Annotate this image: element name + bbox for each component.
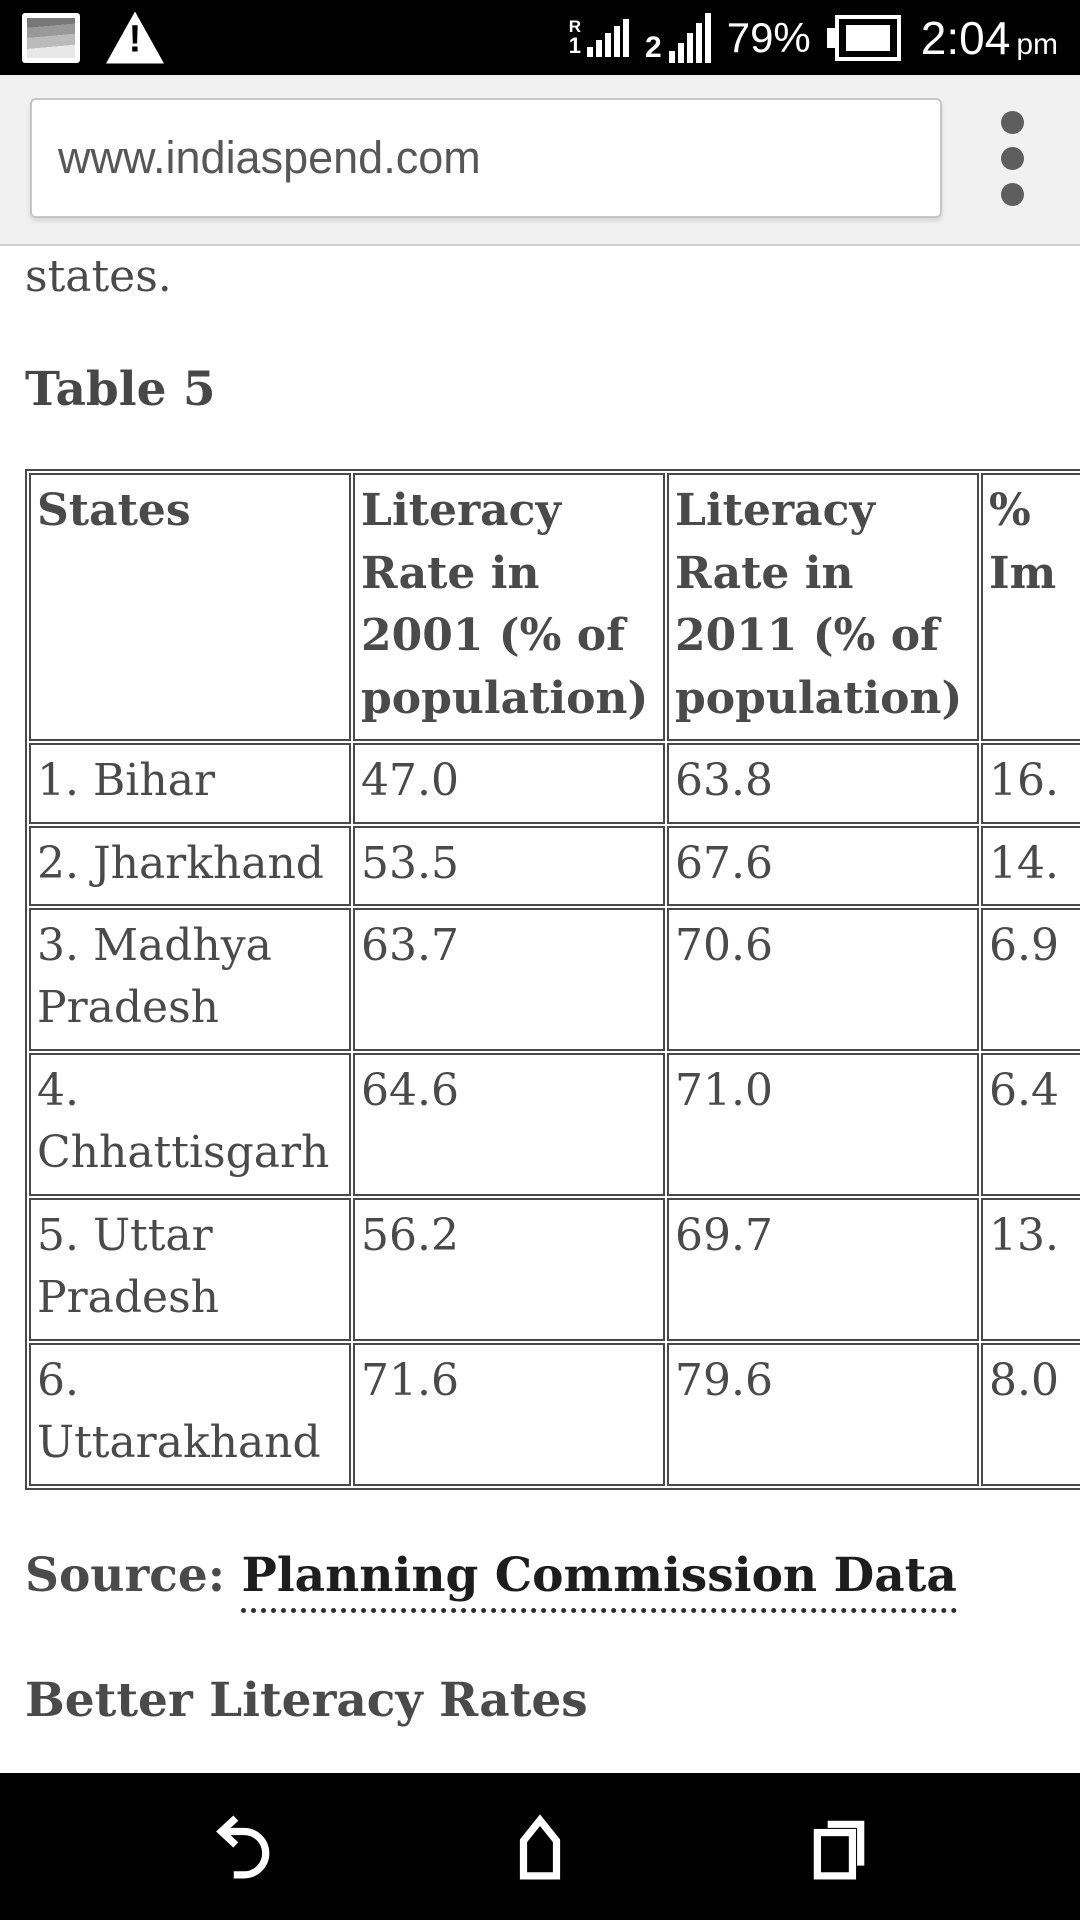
table-cell: 2. Jharkhand — [29, 825, 351, 906]
table-row: 1. Bihar 47.0 63.8 16. — [29, 743, 1080, 824]
table-cell: 6.9 — [981, 908, 1080, 1051]
android-nav-bar — [0, 1773, 1080, 1920]
table-cell: 70.6 — [667, 908, 979, 1051]
table-cell: 67.6 — [667, 825, 979, 906]
literacy-table: States Literacy Rate in 2001 (% of popul… — [25, 469, 1080, 1490]
table-cell: 3. Madhya Pradesh — [29, 908, 351, 1051]
table-cell: 63.8 — [667, 743, 979, 824]
sim1-roaming-label: R — [568, 17, 582, 36]
source-label: Source: — [25, 1547, 226, 1603]
table-cell: 64.6 — [353, 1052, 665, 1196]
browser-toolbar: www.indiaspend.com — [0, 75, 1080, 246]
table-row: 6. Uttarakhand 71.6 79.6 8.0 — [29, 1342, 1080, 1486]
sim2-signal-icon: 2 — [645, 12, 711, 64]
table-cell: 1. Bihar — [29, 743, 351, 824]
sim1-signal-icon: R 1 — [568, 17, 630, 58]
source-line: Source: Planning Commission Data — [25, 1547, 1080, 1613]
table-cell: 13. — [981, 1197, 1080, 1341]
table-row: 2. Jharkhand 53.5 67.6 14. — [29, 825, 1080, 906]
home-button[interactable] — [507, 1813, 573, 1880]
table-cell: 16. — [981, 743, 1080, 824]
web-page-content[interactable]: states. Table 5 States Literacy Rate in … — [0, 246, 1080, 1773]
table-header-row: States Literacy Rate in 2001 (% of popul… — [29, 473, 1080, 742]
table-row: 4. Chhattisgarh 64.6 71.0 6.4 — [29, 1052, 1080, 1196]
table-cell: 6. Uttarakhand — [29, 1342, 351, 1486]
table-row: 3. Madhya Pradesh 63.7 70.6 6.9 — [29, 908, 1080, 1051]
back-icon — [216, 1814, 270, 1878]
table-cell: 71.6 — [353, 1342, 665, 1486]
overflow-menu-icon — [1000, 110, 1024, 134]
sim2-number: 2 — [645, 30, 662, 64]
table-cell: 4. Chhattisgarh — [29, 1052, 351, 1196]
column-header: % Im — [981, 473, 1080, 742]
battery-percent: 79% — [726, 13, 811, 61]
recent-apps-button[interactable] — [805, 1814, 871, 1880]
battery-icon — [826, 14, 905, 61]
recent-apps-icon — [813, 1820, 865, 1879]
column-header: States — [29, 473, 351, 742]
table-cell: 63.7 — [353, 908, 665, 1051]
table-cell: 69.7 — [667, 1197, 979, 1341]
table-cell: 53.5 — [353, 825, 665, 906]
column-header: Literacy Rate in 2001 (% of population) — [353, 473, 665, 742]
table-cell: 8.0 — [981, 1342, 1080, 1486]
table-cell: 47.0 — [353, 743, 665, 824]
table-row: 5. Uttar Pradesh 56.2 69.7 13. — [29, 1197, 1080, 1341]
column-header: Literacy Rate in 2011 (% of population) — [667, 473, 979, 742]
warning-notification-icon — [106, 11, 164, 64]
url-input[interactable]: www.indiaspend.com — [30, 98, 942, 218]
table-cell: 71.0 — [667, 1052, 979, 1196]
screenshot-notification-icon — [22, 12, 80, 63]
clock: 2:04 pm — [920, 11, 1058, 64]
table-cell: 56.2 — [353, 1197, 665, 1341]
back-button[interactable] — [209, 1814, 275, 1880]
source-link[interactable]: Planning Commission Data — [241, 1547, 957, 1613]
table-cell: 79.6 — [667, 1342, 979, 1486]
section-heading: Better Literacy Rates — [25, 1672, 588, 1728]
url-text: www.indiaspend.com — [58, 132, 481, 183]
home-icon — [519, 1813, 561, 1879]
table-title: Table 5 — [25, 362, 216, 418]
table-cell: 6.4 — [981, 1052, 1080, 1196]
table-cell: 14. — [981, 825, 1080, 906]
sim1-number: 1 — [568, 33, 581, 58]
table-cell: 5. Uttar Pradesh — [29, 1197, 351, 1341]
clock-ampm: pm — [1016, 27, 1058, 61]
intro-text: states. — [25, 251, 172, 302]
browser-menu-button[interactable] — [984, 105, 1040, 211]
